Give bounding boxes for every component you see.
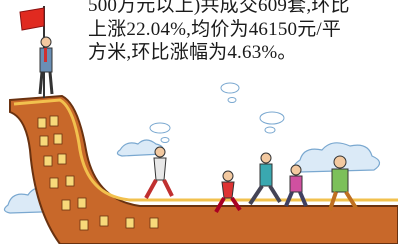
page: {"paragraph": {"lines": ["500万元以上)共成交609… <box>0 0 398 244</box>
thought-bubbles <box>150 83 284 143</box>
article-text: 500万元以上)共成交609套,环比 上涨22.04%,均价为46150元/平 … <box>88 0 398 65</box>
text-line: 上涨22.04%,均价为46150元/平 <box>88 18 398 42</box>
standing-man <box>40 37 52 94</box>
text-line: 500万元以上)共成交609套,环比 <box>88 0 398 18</box>
text-line: 方米,环比涨幅为4.63%。 <box>88 41 398 65</box>
